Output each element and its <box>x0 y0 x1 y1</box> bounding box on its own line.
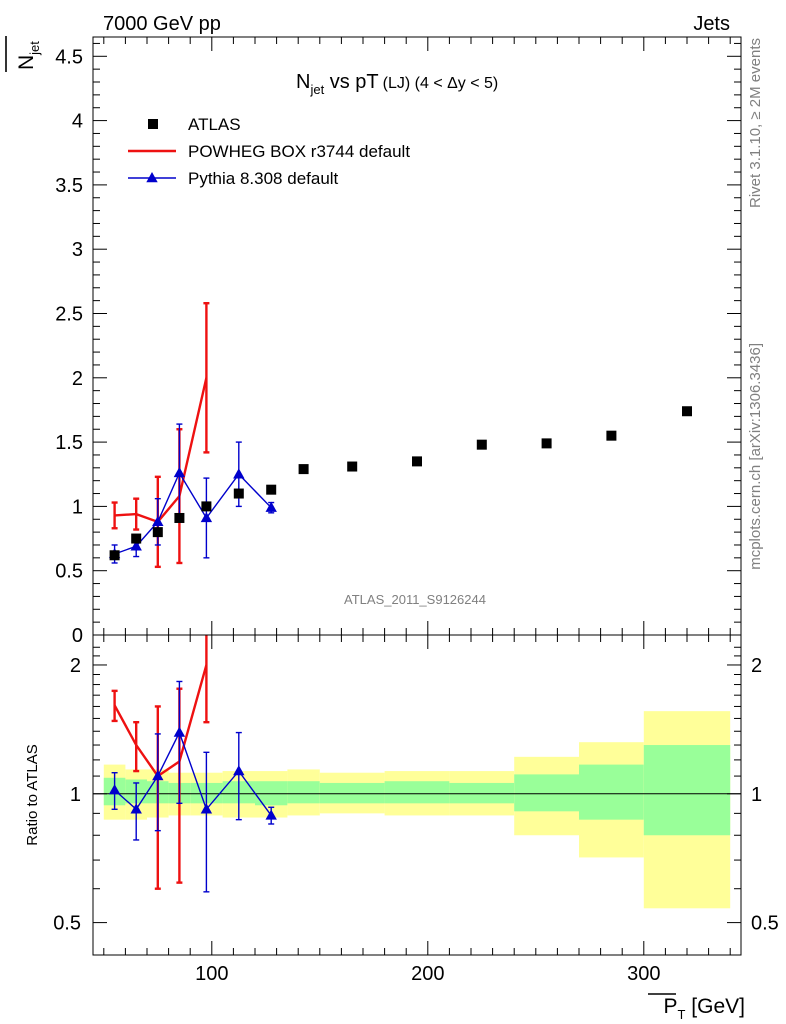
mcplots-label: mcplots.cern.ch [arXiv:1306.3436] <box>747 343 764 570</box>
atlas-point-8 <box>347 461 358 472</box>
ratio-ytick-label-right: 1 <box>751 784 762 806</box>
atlas-point-7 <box>298 464 309 475</box>
analysis-watermark: ATLAS_2011_S9126244 <box>344 592 486 607</box>
ratio-pythia-point-6 <box>265 809 277 820</box>
xtick-label: 300 <box>627 963 660 985</box>
ratio-axis-ticks: 0.5 0.5 1 1 2 2 100 200 300 <box>53 635 779 985</box>
atlas-point-3 <box>174 512 185 523</box>
ratio-pythia-point-5 <box>233 765 245 776</box>
atlas-point-4 <box>201 501 212 512</box>
legend-atlas-marker <box>148 119 158 129</box>
atlas-point-5 <box>233 488 244 499</box>
main-ytick-label: 3 <box>72 239 83 261</box>
pythia-point-5 <box>233 468 245 479</box>
header-right: Jets <box>693 13 730 35</box>
band-inner-13 <box>643 745 731 836</box>
atlas-point-9 <box>412 456 422 467</box>
legend-pythia-marker <box>146 172 158 183</box>
atlas-point-0 <box>109 550 120 561</box>
ratio-pythia-point-2 <box>152 770 164 781</box>
ratio-bands <box>93 711 741 909</box>
band-inner-7 <box>287 781 320 804</box>
band-inner-6 <box>255 781 288 806</box>
pythia-point-6 <box>265 501 277 512</box>
ratio-pythia-point-1 <box>130 803 142 814</box>
rivet-label: Rivet 3.1.10, ≥ 2M events <box>747 38 764 208</box>
main-ytick-label: 1 <box>72 496 83 518</box>
ratio-pythia-point-4 <box>200 803 213 814</box>
main-ylabel: Njet <box>5 36 42 72</box>
band-inner-8 <box>319 782 385 804</box>
ratio-ytick-label-right: 2 <box>751 655 762 677</box>
main-data-layer <box>108 302 692 569</box>
ratio-ytick-label-left: 2 <box>70 655 81 677</box>
main-ytick-label: 1.5 <box>55 432 83 454</box>
xtick-label: 100 <box>195 963 228 985</box>
powheg-line <box>114 377 208 524</box>
ratio-ytick-label-right: 0.5 <box>751 913 779 935</box>
atlas-point-10 <box>476 439 487 450</box>
main-ylabel-text: Njet <box>15 41 42 70</box>
legend-label-1: POWHEG BOX r3744 default <box>188 142 410 161</box>
xtick-label: 200 <box>411 963 444 985</box>
main-ytick-label: 4.5 <box>55 46 83 68</box>
atlas-point-2 <box>152 527 163 538</box>
band-inner-12 <box>579 764 644 820</box>
band-inner-9 <box>384 781 450 804</box>
pythia-point-4 <box>200 511 213 523</box>
main-ytick-label: 0 <box>72 625 83 647</box>
ratio-ytick-label-left: 0.5 <box>53 913 81 935</box>
ratio-frame <box>92 634 742 956</box>
main-axis-ticks: 0 0.5 1 1.5 2 2.5 3 3.5 4 4.5 <box>55 37 741 647</box>
band-inner-10 <box>449 782 515 804</box>
atlas-point-11 <box>541 438 552 449</box>
x-axis-label-text: PT [GeV] <box>664 995 746 1022</box>
x-axis-label: PT [GeV] <box>648 993 746 1022</box>
band-inner-11 <box>514 774 579 812</box>
ratio-data-layer <box>108 635 277 893</box>
main-ytick-label: 2 <box>72 368 83 390</box>
header-left: 7000 GeV pp <box>103 13 221 35</box>
ratio-ylabel: Ratio to ATLAS <box>24 744 41 845</box>
legend-label-2: Pythia 8.308 default <box>188 169 339 188</box>
ratio-pythia-point-3 <box>173 726 186 737</box>
main-ytick-label: 4 <box>72 111 83 133</box>
atlas-point-6 <box>266 484 277 495</box>
atlas-point-1 <box>131 533 142 544</box>
ratio-powheg-line <box>113 664 208 778</box>
pythia-point-3 <box>173 466 186 478</box>
pythia-point-1 <box>130 540 142 551</box>
legend: ATLAS POWHEG BOX r3744 default Pythia 8.30… <box>128 115 410 188</box>
ratio-pythia-point-0 <box>108 784 121 795</box>
ratio-ytick-label-left: 1 <box>70 784 81 806</box>
legend-label-0: ATLAS <box>188 115 241 134</box>
atlas-point-13 <box>682 406 692 417</box>
pythia-point-2 <box>152 515 164 527</box>
atlas-point-12 <box>606 430 617 441</box>
main-ytick-label: 3.5 <box>55 175 83 197</box>
main-ytick-label: 0.5 <box>55 561 83 583</box>
main-ytick-label: 2.5 <box>55 303 83 325</box>
chart-title: Njet vs pT (LJ) (4 < Δy < 5) <box>296 71 498 97</box>
